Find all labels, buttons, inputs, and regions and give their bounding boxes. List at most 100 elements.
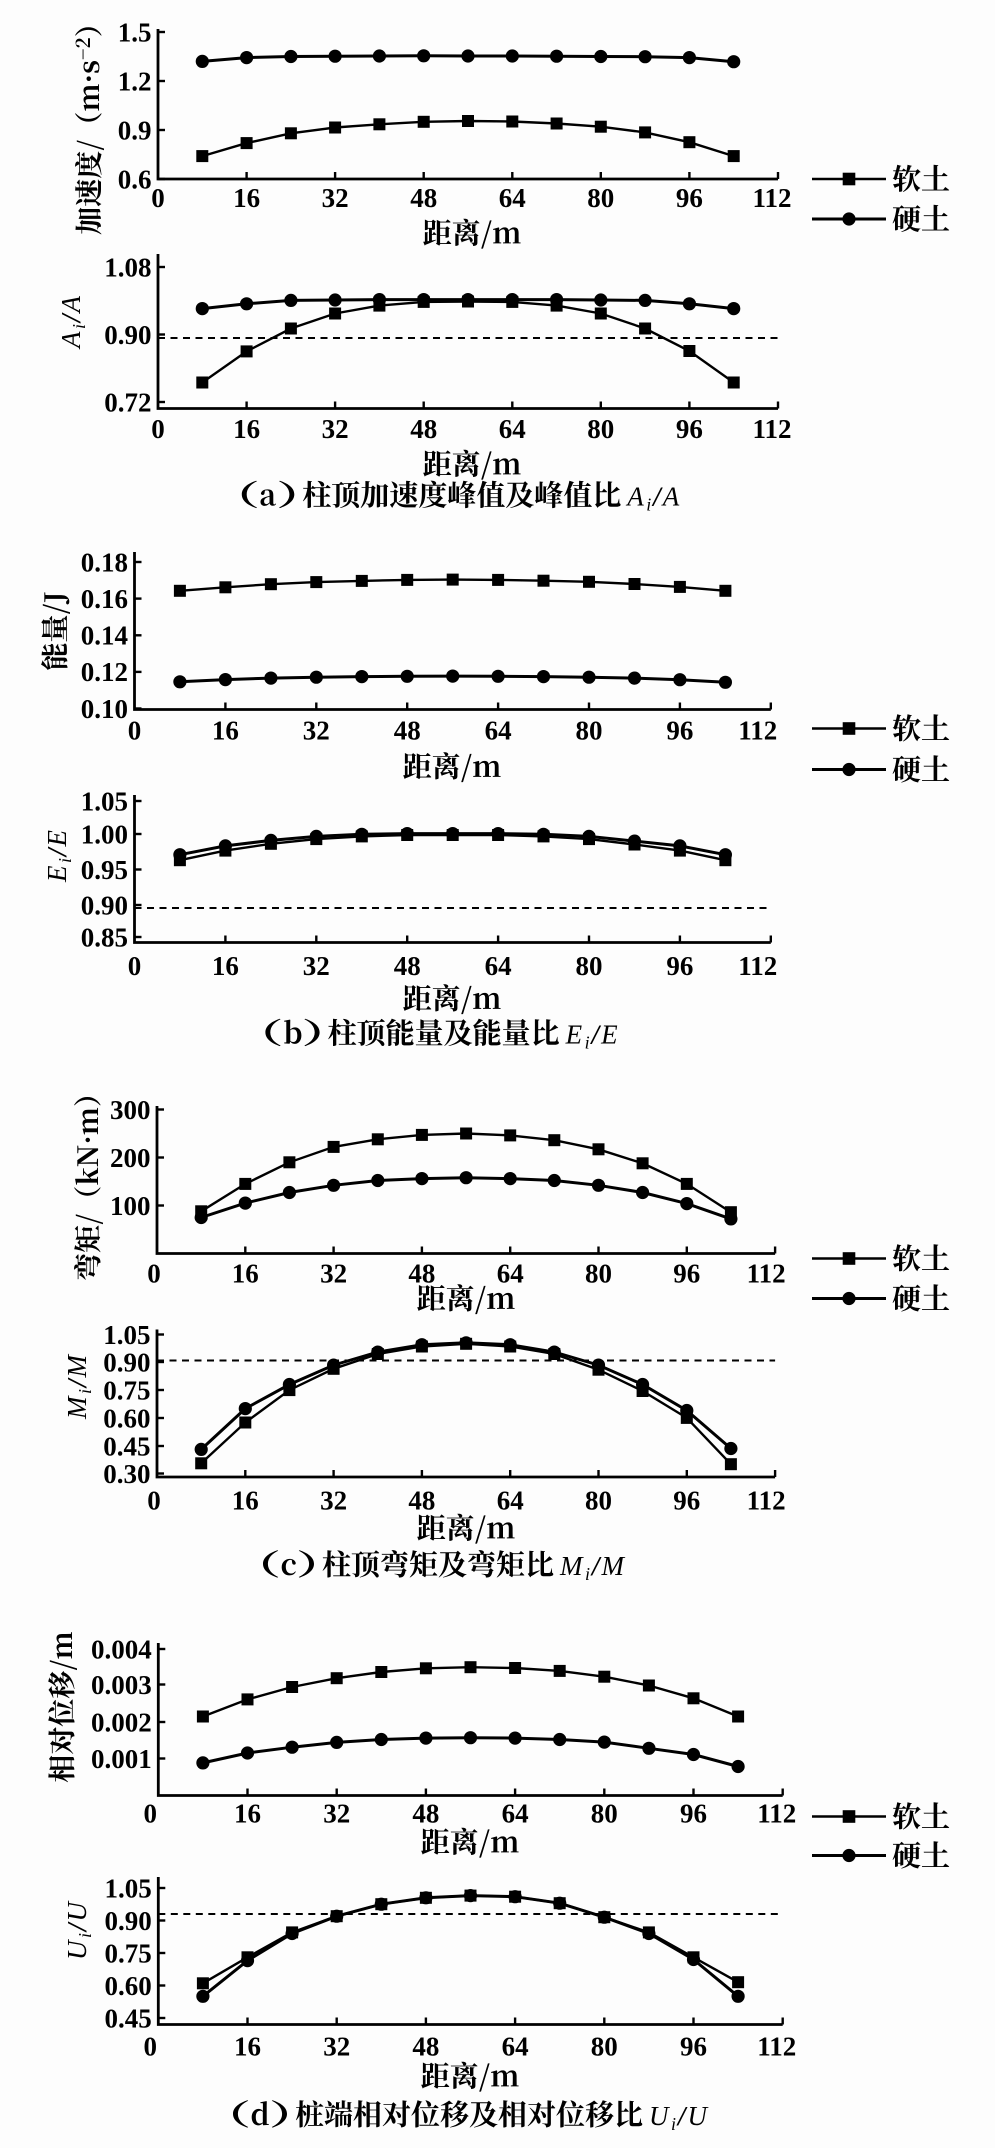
- svg-text:0.003: 0.003: [91, 1670, 152, 1700]
- svg-text:48: 48: [408, 1485, 435, 1515]
- svg-text:80: 80: [576, 951, 603, 981]
- svg-text:1.05: 1.05: [105, 1873, 152, 1903]
- svg-text:1.05: 1.05: [81, 786, 128, 816]
- svg-text:i: i: [585, 1032, 590, 1052]
- svg-text:0.30: 0.30: [103, 1459, 150, 1489]
- svg-text:112: 112: [738, 951, 777, 981]
- svg-text:U: U: [688, 2101, 709, 2131]
- svg-text:1.5: 1.5: [118, 17, 152, 47]
- svg-text:0.95: 0.95: [81, 855, 128, 885]
- svg-text:16: 16: [232, 1485, 259, 1515]
- svg-text:0: 0: [128, 715, 142, 745]
- svg-text:E: E: [600, 1019, 618, 1049]
- svg-text:300: 300: [110, 1095, 151, 1125]
- svg-text:/: /: [56, 312, 86, 324]
- svg-text:U: U: [649, 2101, 670, 2131]
- svg-text:96: 96: [666, 715, 693, 745]
- svg-text:0.45: 0.45: [105, 2003, 152, 2033]
- svg-text:16: 16: [233, 183, 260, 213]
- svg-text:0: 0: [147, 1258, 161, 1288]
- svg-text:64: 64: [485, 715, 512, 745]
- svg-text:1.08: 1.08: [104, 252, 151, 282]
- svg-text:0.18: 0.18: [81, 547, 128, 577]
- svg-text:200: 200: [110, 1143, 151, 1173]
- svg-text:96: 96: [673, 1258, 700, 1288]
- svg-text:/: /: [676, 2101, 688, 2131]
- svg-text:0.85: 0.85: [81, 922, 128, 952]
- svg-text:0.12: 0.12: [81, 657, 128, 687]
- svg-text:E: E: [42, 830, 72, 848]
- svg-text:A: A: [625, 481, 644, 511]
- svg-text:0.90: 0.90: [103, 1347, 150, 1377]
- svg-text:i: i: [75, 1389, 95, 1394]
- svg-text:0.90: 0.90: [104, 320, 151, 350]
- svg-text:E: E: [42, 865, 72, 883]
- svg-text:16: 16: [233, 414, 260, 444]
- svg-text:0.75: 0.75: [103, 1375, 150, 1405]
- svg-text:64: 64: [485, 951, 512, 981]
- svg-text:0.90: 0.90: [81, 890, 128, 920]
- svg-text:112: 112: [752, 183, 791, 213]
- svg-text:96: 96: [666, 951, 693, 981]
- svg-text:/: /: [590, 1019, 602, 1049]
- svg-text:32: 32: [320, 1258, 347, 1288]
- svg-text:A: A: [56, 296, 86, 315]
- svg-text:48: 48: [408, 1258, 435, 1288]
- svg-text:112: 112: [757, 2031, 796, 2061]
- svg-text:112: 112: [747, 1258, 786, 1288]
- svg-text:U: U: [62, 1939, 92, 1960]
- svg-text:96: 96: [673, 1485, 700, 1515]
- svg-text:0.001: 0.001: [91, 1744, 152, 1774]
- svg-text:32: 32: [322, 183, 349, 213]
- svg-text:32: 32: [320, 1485, 347, 1515]
- svg-text:i: i: [55, 858, 75, 863]
- svg-text:16: 16: [234, 2031, 261, 2061]
- svg-text:48: 48: [410, 183, 437, 213]
- svg-text:0: 0: [151, 414, 165, 444]
- svg-text:32: 32: [303, 951, 330, 981]
- svg-text:/: /: [590, 1551, 602, 1581]
- svg-text:48: 48: [412, 2031, 439, 2061]
- svg-text:112: 112: [752, 414, 791, 444]
- svg-text:48: 48: [394, 951, 421, 981]
- svg-text:112: 112: [747, 1485, 786, 1515]
- svg-text:/: /: [62, 1921, 92, 1933]
- svg-text:0: 0: [144, 1798, 158, 1828]
- svg-text:112: 112: [738, 715, 777, 745]
- svg-text:0.6: 0.6: [118, 164, 152, 194]
- svg-text:i: i: [646, 494, 651, 514]
- svg-text:U: U: [62, 1901, 92, 1922]
- svg-text:80: 80: [585, 1258, 612, 1288]
- svg-text:0.10: 0.10: [81, 694, 128, 724]
- svg-text:0.14: 0.14: [81, 621, 128, 651]
- svg-text:16: 16: [212, 715, 239, 745]
- svg-text:80: 80: [591, 1798, 618, 1828]
- svg-text:0: 0: [151, 183, 165, 213]
- svg-text:0: 0: [144, 2031, 158, 2061]
- svg-text:16: 16: [232, 1258, 259, 1288]
- svg-text:0.72: 0.72: [104, 387, 151, 417]
- svg-text:80: 80: [587, 183, 614, 213]
- svg-text:0.9: 0.9: [118, 115, 152, 145]
- svg-text:32: 32: [323, 1798, 350, 1828]
- svg-text:/: /: [42, 846, 72, 858]
- svg-text:32: 32: [303, 715, 330, 745]
- svg-text:64: 64: [502, 1798, 529, 1828]
- svg-text:80: 80: [585, 1485, 612, 1515]
- svg-text:0: 0: [147, 1485, 161, 1515]
- svg-text:i: i: [69, 324, 89, 329]
- svg-text:/: /: [62, 1377, 92, 1389]
- svg-text:i: i: [671, 2114, 676, 2134]
- svg-text:96: 96: [676, 414, 703, 444]
- svg-text:64: 64: [502, 2031, 529, 2061]
- svg-text:0.45: 0.45: [103, 1431, 150, 1461]
- svg-text:M: M: [601, 1551, 626, 1581]
- svg-text:80: 80: [587, 414, 614, 444]
- svg-text:100: 100: [110, 1191, 151, 1221]
- svg-text:i: i: [75, 1933, 95, 1938]
- svg-text:0.004: 0.004: [91, 1634, 152, 1664]
- svg-text:48: 48: [394, 715, 421, 745]
- svg-text:32: 32: [322, 414, 349, 444]
- svg-text:96: 96: [680, 2031, 707, 2061]
- svg-text:64: 64: [499, 183, 526, 213]
